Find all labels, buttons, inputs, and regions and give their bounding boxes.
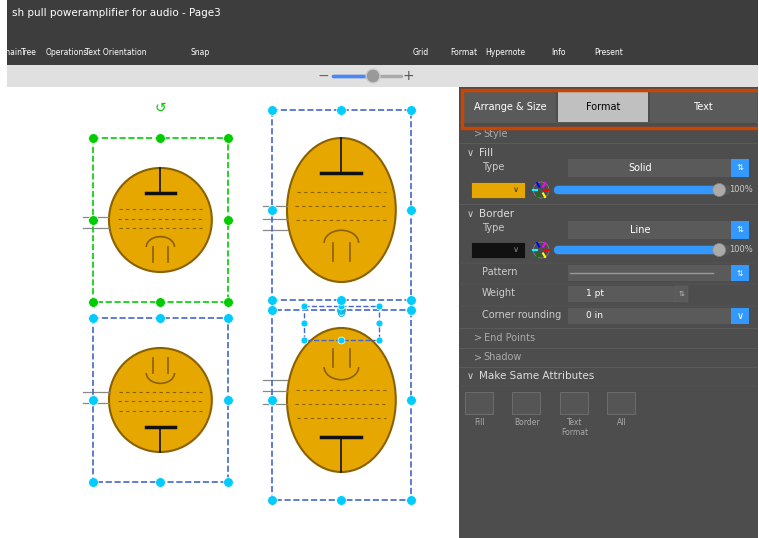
Text: Hypernote: Hypernote (486, 48, 526, 57)
Text: Pattern: Pattern (482, 267, 518, 277)
Text: >: > (474, 352, 482, 362)
Text: ∨: ∨ (513, 245, 519, 254)
Text: All: All (617, 418, 627, 427)
Text: ∨: ∨ (467, 148, 474, 158)
Text: Border: Border (479, 209, 514, 219)
Bar (731, 159, 749, 177)
Bar (464, 92, 556, 122)
Text: +: + (403, 69, 414, 83)
Bar (272, 300, 411, 500)
Text: ⇅: ⇅ (679, 291, 685, 297)
Text: >: > (474, 129, 482, 139)
Text: Weight: Weight (482, 288, 516, 298)
Text: Text: Text (694, 102, 713, 112)
Bar (731, 265, 749, 281)
Bar (272, 110, 411, 310)
Text: Format: Format (450, 48, 477, 57)
Text: End Points: End Points (483, 333, 535, 343)
Bar (93, 318, 228, 482)
Text: 1 pt: 1 pt (586, 289, 603, 299)
Text: Type: Type (482, 223, 504, 233)
Text: Solid: Solid (628, 163, 652, 173)
Text: Arrange & Size: Arrange & Size (474, 102, 546, 112)
Text: Type: Type (482, 162, 504, 172)
Bar (568, 159, 731, 177)
Bar (568, 265, 731, 281)
Text: Format: Format (586, 102, 620, 112)
Bar (462, 90, 759, 128)
Circle shape (366, 69, 380, 83)
Text: >: > (474, 333, 482, 343)
Text: Text Orientation: Text Orientation (85, 48, 146, 57)
Circle shape (713, 183, 726, 196)
Text: ↺: ↺ (155, 101, 166, 115)
Text: Line: Line (630, 225, 650, 235)
Bar (471, 182, 525, 198)
Bar (558, 92, 648, 122)
Bar (459, 87, 757, 538)
Text: Operations: Operations (46, 48, 87, 57)
Text: sh pull poweramplifier for audio - Page3: sh pull poweramplifier for audio - Page3 (12, 8, 221, 18)
Circle shape (109, 348, 212, 452)
Text: Shadow: Shadow (483, 352, 522, 362)
Text: Grid: Grid (412, 48, 429, 57)
Ellipse shape (287, 138, 395, 282)
Text: Info: Info (552, 48, 566, 57)
Bar (93, 138, 228, 302)
Text: ⇅: ⇅ (736, 164, 743, 173)
Text: Text
Format: Text Format (561, 418, 588, 437)
Bar (560, 392, 587, 414)
Text: 100%: 100% (729, 245, 753, 254)
Text: ∨: ∨ (513, 186, 519, 195)
Bar (675, 286, 688, 302)
Bar (568, 308, 731, 324)
Bar (304, 306, 379, 340)
Text: ⇅: ⇅ (737, 268, 743, 278)
Text: Fill: Fill (479, 148, 493, 158)
Text: Fill: Fill (474, 418, 485, 427)
Bar (7, 65, 757, 87)
Text: ∨: ∨ (467, 209, 474, 219)
Bar (607, 392, 635, 414)
Bar (465, 392, 493, 414)
Text: ↺: ↺ (337, 310, 346, 320)
Text: Make Same Attributes: Make Same Attributes (479, 371, 594, 381)
Bar (471, 242, 525, 258)
Text: Style: Style (483, 129, 509, 139)
Text: Tree: Tree (21, 48, 37, 57)
Ellipse shape (287, 328, 395, 472)
Bar (7, 0, 757, 65)
Bar (731, 221, 749, 239)
Text: Border: Border (515, 418, 540, 427)
Bar (512, 392, 540, 414)
Text: Snap: Snap (191, 48, 209, 57)
Text: 100%: 100% (729, 186, 753, 195)
Text: ∨: ∨ (467, 371, 474, 381)
Bar (568, 221, 731, 239)
Circle shape (109, 168, 212, 272)
Bar (568, 286, 675, 302)
Text: −: − (318, 69, 329, 83)
Circle shape (713, 244, 726, 257)
Text: Present: Present (594, 48, 623, 57)
Bar (650, 92, 757, 122)
Text: ∨: ∨ (736, 311, 744, 321)
Text: Corner rounding: Corner rounding (482, 310, 561, 320)
Text: Chain: Chain (1, 48, 23, 57)
Bar (731, 308, 749, 324)
Text: ⇅: ⇅ (736, 225, 743, 235)
Text: 0 in: 0 in (586, 312, 603, 321)
